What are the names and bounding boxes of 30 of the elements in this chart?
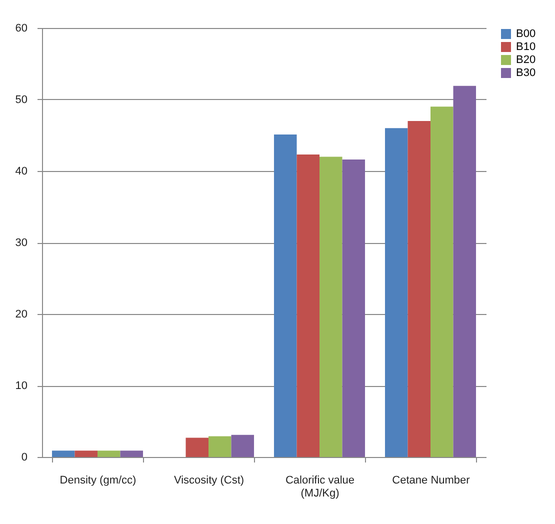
- bar: [186, 438, 208, 457]
- legend-label: B00: [516, 28, 536, 40]
- legend-label: B10: [516, 41, 536, 53]
- bar: [208, 436, 232, 457]
- bar: [342, 160, 366, 457]
- bar: [120, 450, 144, 457]
- y-tick-label: 50: [15, 94, 28, 106]
- bar: [408, 120, 430, 457]
- bar: [274, 134, 297, 457]
- y-tick-label: 20: [15, 308, 28, 320]
- bar: [430, 106, 454, 457]
- bar: [320, 156, 342, 457]
- bar: [98, 450, 120, 457]
- bar: [384, 128, 408, 457]
- y-tick-label: 40: [15, 166, 28, 178]
- bar: [453, 86, 476, 457]
- bar: [74, 450, 98, 457]
- y-tick-label: 30: [15, 237, 28, 249]
- x-tick-label: Cetane Number: [392, 474, 470, 486]
- y-tick-label: 0: [21, 452, 28, 464]
- y-tick-label: 60: [15, 22, 28, 34]
- x-tick-label: Calorific value (MJ/Kg): [285, 474, 355, 500]
- legend-label: B30: [516, 67, 536, 79]
- x-tick-label: Density (gm/cc): [60, 474, 136, 486]
- x-tick-label: Viscosity (Cst): [174, 474, 244, 486]
- bar: [296, 154, 320, 457]
- legend-label: B20: [516, 54, 536, 66]
- bar: [231, 434, 254, 457]
- y-tick-label: 10: [15, 380, 28, 392]
- bar: [52, 450, 75, 457]
